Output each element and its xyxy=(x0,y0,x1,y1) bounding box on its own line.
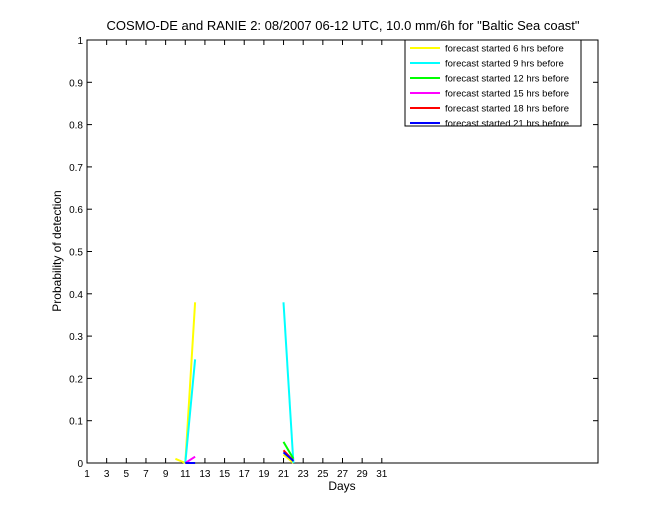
y-axis-label: Probability of detection xyxy=(50,190,64,311)
legend-box xyxy=(404,39,582,127)
y-tick-label: 0.2 xyxy=(69,374,83,385)
x-tick-label: 21 xyxy=(278,469,290,480)
y-tick-label: 0.7 xyxy=(69,163,83,174)
series-line xyxy=(184,359,197,464)
legend-entry: forecast started 18 hrs before xyxy=(445,104,569,115)
x-tick-label: 7 xyxy=(143,469,149,480)
y-tick-label: 0.4 xyxy=(69,290,83,301)
legend-entry: forecast started 12 hrs before xyxy=(445,74,569,85)
legend-entry: forecast started 21 hrs before xyxy=(445,119,569,130)
y-tick-label: 0.5 xyxy=(69,248,83,259)
y-tick-label: 0 xyxy=(77,459,83,470)
legend-entry: forecast started 6 hrs before xyxy=(445,44,564,55)
series-line xyxy=(184,455,196,464)
y-tick-label: 1 xyxy=(77,36,83,47)
y-tick-label: 0.8 xyxy=(69,121,83,132)
x-tick-label: 31 xyxy=(376,469,388,480)
x-tick-label: 17 xyxy=(239,469,251,480)
series-lines xyxy=(175,302,295,464)
x-tick-label: 19 xyxy=(258,469,270,480)
legend-entry: forecast started 9 hrs before xyxy=(445,59,564,70)
y-tick-label: 0.6 xyxy=(69,205,83,216)
y-tick-label: 0.9 xyxy=(69,78,83,89)
x-tick-label: 23 xyxy=(298,469,310,480)
y-tick-label: 0.1 xyxy=(69,417,83,428)
chart-title: COSMO-DE and RANIE 2: 08/2007 06-12 UTC,… xyxy=(106,18,579,33)
x-tick-label: 25 xyxy=(317,469,329,480)
x-tick-label: 11 xyxy=(180,469,191,480)
series-line xyxy=(282,451,295,462)
x-tick-label: 15 xyxy=(219,469,231,480)
x-tick-label: 9 xyxy=(163,469,169,480)
x-tick-label: 27 xyxy=(337,469,349,480)
series-line xyxy=(282,453,295,464)
y-axis: 0 0.1 0.2 0.3 0.4 0.5 0.6 0.7 0.8 0.9 1 xyxy=(69,36,598,470)
x-tick-label: 29 xyxy=(357,469,369,480)
x-tick-label: 1 xyxy=(84,469,90,480)
x-axis-label: Days xyxy=(328,479,355,493)
series-line xyxy=(282,302,295,464)
x-tick-label: 3 xyxy=(104,469,110,480)
x-tick-label: 5 xyxy=(124,469,130,480)
series-line xyxy=(282,441,295,460)
legend-entry: forecast started 15 hrs before xyxy=(445,89,569,100)
x-axis: 1 3 5 7 9 11 13 15 17 19 21 23 25 27 29 31 xyxy=(84,40,388,480)
y-tick-label: 0.3 xyxy=(69,332,83,343)
x-tick-label: 13 xyxy=(199,469,211,480)
legend: forecast started 6 hrs before forecast st… xyxy=(404,39,582,130)
